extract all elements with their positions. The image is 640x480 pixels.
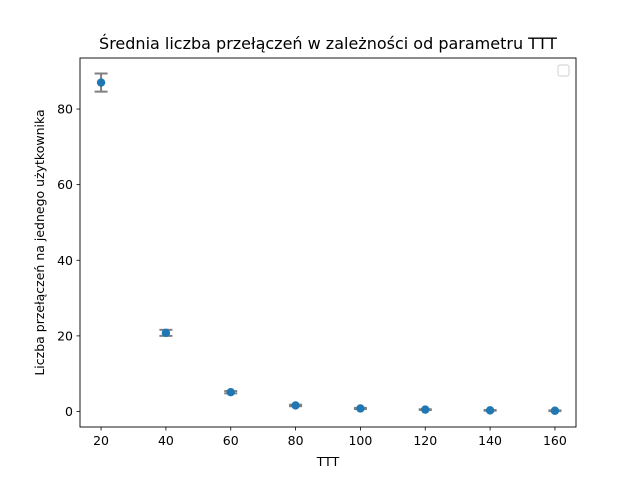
data-point bbox=[226, 388, 235, 397]
x-tick-label: 80 bbox=[288, 433, 304, 448]
data-point bbox=[96, 78, 106, 87]
data-point bbox=[485, 406, 495, 415]
plot-frame bbox=[79, 57, 577, 428]
data-point bbox=[356, 404, 365, 413]
data-point bbox=[291, 401, 300, 410]
legend-box bbox=[557, 64, 570, 77]
y-tick-label: 80 bbox=[57, 102, 73, 117]
x-tick-label: 40 bbox=[158, 433, 174, 448]
y-axis-label: Liczba przełączeń na jednego użytkownika bbox=[32, 109, 47, 375]
y-tick-label: 60 bbox=[57, 177, 73, 192]
plot-area bbox=[80, 58, 576, 427]
data-point bbox=[161, 328, 171, 338]
axis-ticks: 20 40 60 80 100 120 140 160 0 20 40 60 80 bbox=[57, 102, 567, 448]
x-tick-label: 160 bbox=[543, 433, 567, 448]
x-tick-label: 20 bbox=[93, 433, 109, 448]
x-axis-label: TTT bbox=[316, 454, 340, 469]
chart-title: Średnia liczba przełączeń w zależności o… bbox=[99, 34, 557, 53]
x-tick-label: 60 bbox=[223, 433, 239, 448]
data-point bbox=[550, 406, 560, 415]
y-tick-label: 20 bbox=[57, 328, 73, 343]
y-tick-label: 0 bbox=[65, 404, 73, 419]
data-marks bbox=[94, 72, 562, 415]
data-point bbox=[421, 405, 430, 414]
x-tick-label: 100 bbox=[348, 433, 372, 448]
y-tick-label: 40 bbox=[57, 253, 73, 268]
x-tick-label: 120 bbox=[413, 433, 437, 448]
x-tick-label: 140 bbox=[478, 433, 502, 448]
